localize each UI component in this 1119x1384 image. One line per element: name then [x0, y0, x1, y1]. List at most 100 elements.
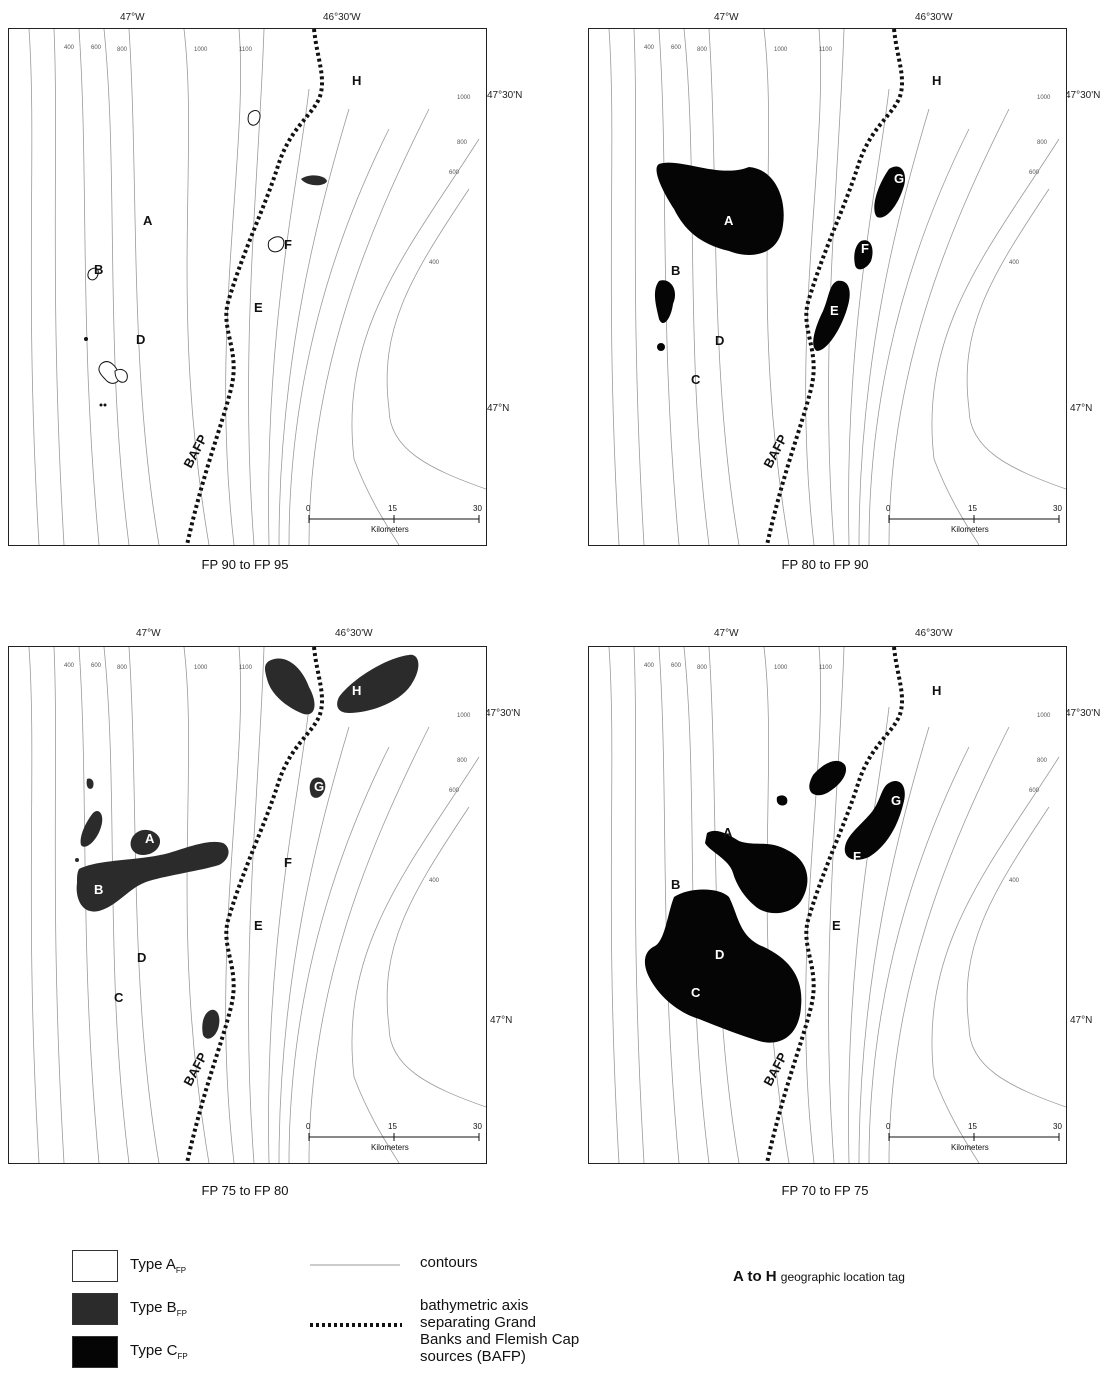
type-c-area [99, 403, 103, 407]
depth-label-1000b: 1000 [457, 95, 471, 101]
scale-tick-0: 0 [886, 504, 891, 513]
panel-caption: FP 80 to FP 90 [781, 557, 869, 572]
depth-label-800: 800 [697, 47, 708, 53]
type-a-areas [87, 110, 285, 384]
depth-label-1000: 1000 [774, 47, 788, 53]
type-b-area [202, 1009, 220, 1039]
lat-label-north: 47°30'N [1065, 708, 1101, 719]
panel-caption: FP 75 to FP 80 [201, 1183, 289, 1198]
depth-label-1100: 1100 [819, 665, 833, 671]
location-tag-b: B [94, 882, 103, 897]
scale-tick-15: 15 [968, 504, 977, 513]
legend-label-type-a: Type AFP [130, 1256, 186, 1275]
type-a-area [87, 267, 99, 281]
depth-label-400b: 400 [429, 878, 440, 884]
type-b-area [75, 858, 79, 862]
location-tag-h: H [932, 73, 941, 88]
legend-label-contours: contours [420, 1254, 478, 1271]
location-tag-h: H [352, 73, 361, 88]
legend-location-tag-note: A to H geographic location tag [733, 1268, 905, 1285]
depth-label-600b: 600 [1029, 788, 1040, 794]
legend-swatch-type-b [72, 1293, 118, 1325]
map-panel-fp80-90: 47°W 46°30'W 47°30'N 47°N 400 600 [580, 0, 1119, 580]
location-tag-f: F [861, 241, 869, 256]
legend-contour-line-sample [310, 1264, 400, 1266]
type-b-area [309, 777, 326, 798]
location-tag-c: C [691, 372, 701, 387]
scale-unit: Kilometers [951, 1143, 989, 1152]
type-c-area [874, 166, 906, 218]
legend: Type AFP Type BFP Type CFP contours bath… [0, 1240, 1119, 1380]
scale-unit: Kilometers [371, 525, 409, 534]
location-tag-a: A [724, 213, 734, 228]
legend-location-text: geographic location tag [780, 1270, 905, 1284]
depth-label-800: 800 [697, 665, 708, 671]
contour-lines [608, 647, 1066, 1163]
location-tag-d: D [715, 333, 724, 348]
type-b-area [337, 654, 419, 713]
contour-lines [28, 29, 486, 545]
bafp-axis-line [765, 647, 904, 1163]
legend-type-c-main: Type C [130, 1342, 178, 1359]
location-tag-h: H [932, 683, 941, 698]
bafp-axis-label: BAFP [180, 1050, 210, 1089]
location-tag-c: C [691, 985, 701, 1000]
type-c-area [813, 280, 850, 351]
map-svg: 400 600 800 1000 1100 1000 800 600 400 B… [28, 29, 486, 545]
type-b-area [80, 810, 103, 847]
legend-type-b-sub: FP [176, 1309, 187, 1318]
legend-label-bafp-1: bathymetric axis [420, 1297, 529, 1314]
location-tag-b: B [94, 262, 103, 277]
depth-label-1100: 1100 [239, 665, 253, 671]
type-b-area [76, 841, 229, 912]
location-tag-b: B [671, 263, 680, 278]
legend-location-letters: A to H [733, 1268, 777, 1285]
scale-tick-30: 30 [473, 1122, 482, 1131]
map-svg: 400 600 800 1000 1100 1000 800 600 400 B… [608, 29, 1066, 545]
depth-label-1000b: 1000 [1037, 713, 1051, 719]
type-c-area [854, 240, 873, 270]
panel-caption: FP 90 to FP 95 [201, 557, 289, 572]
type-c-area [84, 337, 88, 341]
map-frame: 400 600 800 1000 1100 1000 800 600 400 B… [588, 646, 1067, 1164]
bafp-axis-line [765, 29, 904, 545]
depth-label-600b: 600 [449, 170, 460, 176]
scale-tick-15: 15 [968, 1122, 977, 1131]
location-tag-a: A [723, 825, 733, 840]
bafp-axis-line [185, 29, 324, 545]
depth-label-800b: 800 [1037, 140, 1048, 146]
type-a-area [267, 236, 285, 253]
panel-caption: FP 70 to FP 75 [781, 1183, 869, 1198]
depth-label-800: 800 [117, 665, 128, 671]
scale-tick-0: 0 [306, 504, 311, 513]
depth-label-600: 600 [671, 45, 682, 51]
lon-label-west: 47°W [714, 628, 739, 639]
location-tag-e: E [254, 300, 263, 315]
scale-tick-15: 15 [388, 1122, 397, 1131]
depth-label-600b: 600 [1029, 170, 1040, 176]
location-tag-d: D [137, 950, 146, 965]
location-tag-g: G [314, 779, 324, 794]
depth-label-600: 600 [91, 45, 102, 51]
lat-label-south: 47°N [490, 1015, 513, 1026]
scale-tick-15: 15 [388, 504, 397, 513]
depth-label-1100: 1100 [239, 47, 253, 53]
location-tag-b: B [671, 877, 680, 892]
scale-tick-30: 30 [473, 504, 482, 513]
scale-tick-0: 0 [306, 1122, 311, 1131]
legend-label-bafp-2: separating Grand [420, 1314, 536, 1331]
depth-label-800b: 800 [457, 140, 468, 146]
depth-label-600b: 600 [449, 788, 460, 794]
location-tag-e: E [254, 918, 263, 933]
location-tag-f: F [284, 237, 292, 252]
type-b-area [86, 778, 94, 789]
location-tag-f: F [853, 849, 861, 864]
type-c-area [656, 162, 784, 255]
location-tag-a: A [143, 213, 153, 228]
legend-type-b-main: Type B [130, 1299, 177, 1316]
depth-label-400: 400 [644, 45, 655, 51]
depth-label-400b: 400 [1009, 260, 1020, 266]
depth-label-400: 400 [644, 663, 655, 669]
depth-label-800: 800 [117, 47, 128, 53]
bafp-axis-line [185, 647, 324, 1163]
